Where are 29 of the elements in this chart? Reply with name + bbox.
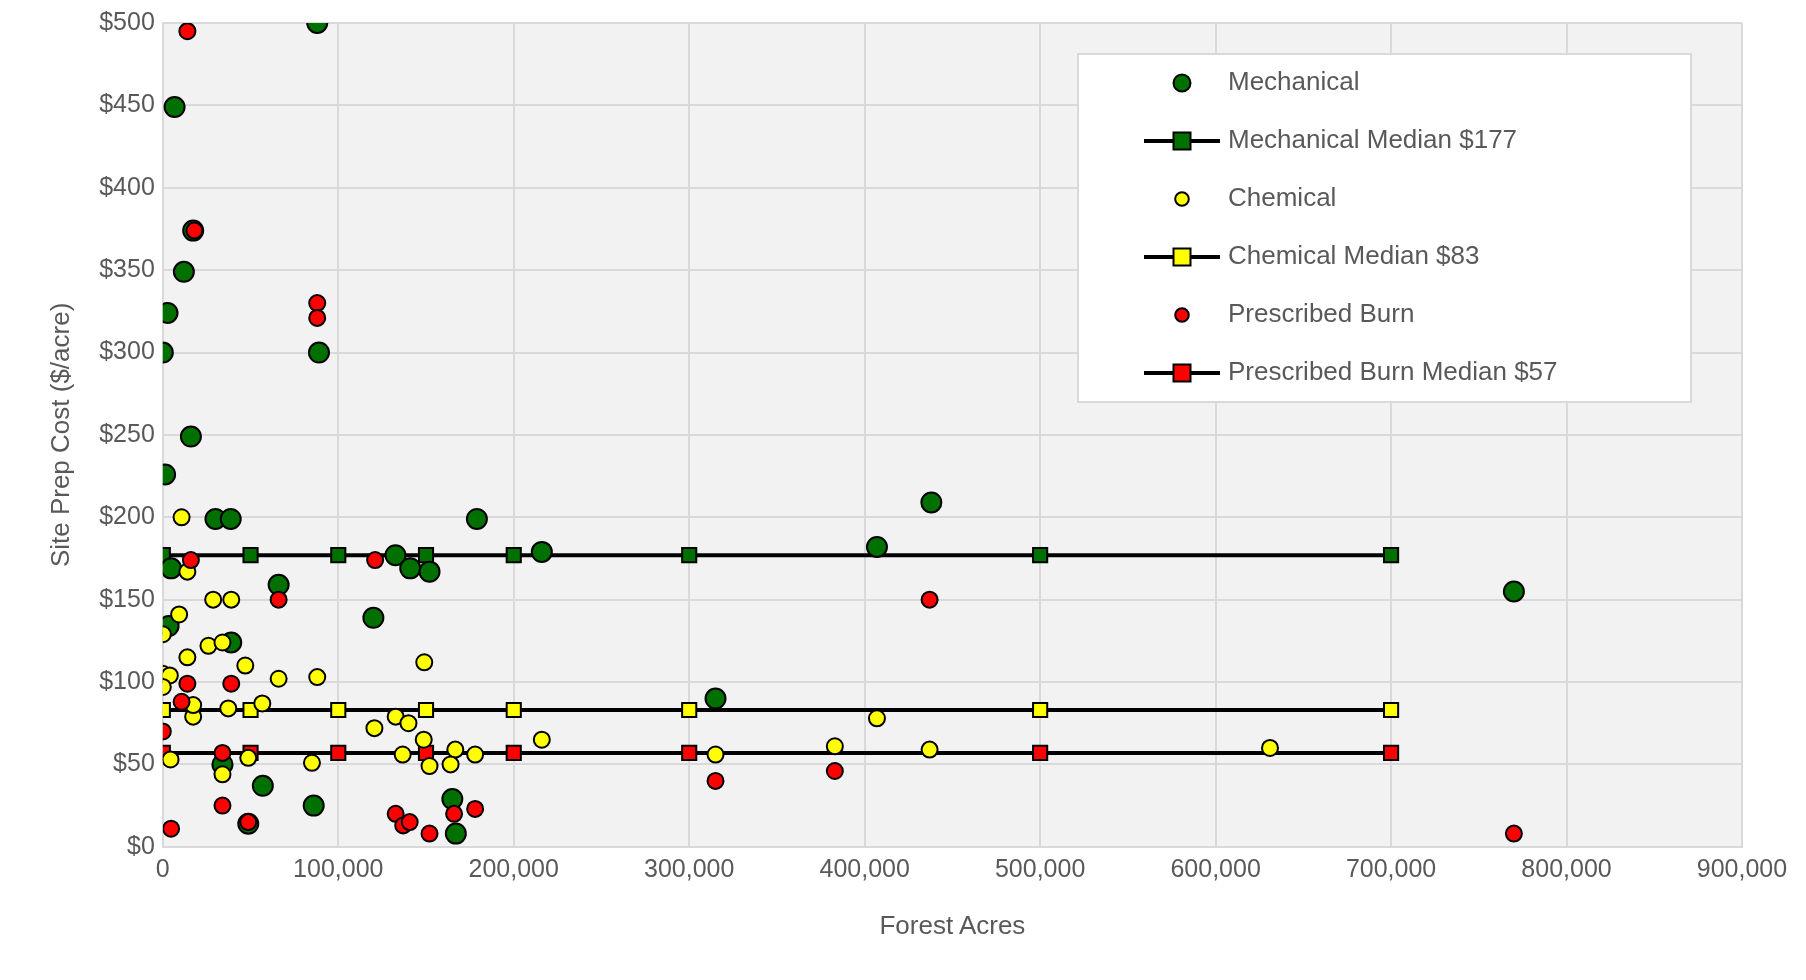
y-axis-title: Site Prep Cost ($/acre) xyxy=(44,302,75,568)
y-tick-label: $400 xyxy=(99,171,155,200)
x-tick-label: 800,000 xyxy=(1521,853,1612,882)
legend-label: Mechanical Median $177 xyxy=(1228,124,1518,155)
y-tick-label: $150 xyxy=(99,583,155,612)
x-axis-title: Forest Acres xyxy=(879,909,1026,940)
x-tick-label: 100,000 xyxy=(293,853,384,882)
y-tick-label: $200 xyxy=(99,501,155,530)
legend-label: Chemical xyxy=(1228,182,1337,213)
y-tick-label: $300 xyxy=(99,336,155,365)
y-tick-label: $100 xyxy=(99,665,155,694)
x-tick-label: 400,000 xyxy=(819,853,910,882)
legend-label: Prescribed Burn xyxy=(1228,298,1415,329)
legend-label: Chemical Median $83 xyxy=(1228,240,1480,271)
y-tick-label: $50 xyxy=(113,748,155,777)
y-tick-label: $250 xyxy=(99,418,155,447)
x-tick-label: 600,000 xyxy=(1170,853,1261,882)
x-tick-label: 0 xyxy=(155,853,170,882)
x-tick-label: 700,000 xyxy=(1345,853,1437,882)
legend-label: Prescribed Burn Median $57 xyxy=(1228,356,1558,387)
y-tick-label: $450 xyxy=(99,89,155,118)
legend-label: Mechanical xyxy=(1228,66,1360,97)
y-tick-label: $350 xyxy=(99,254,155,283)
x-tick-label: 500,000 xyxy=(994,853,1086,882)
x-tick-label: 200,000 xyxy=(468,853,559,882)
x-tick-label: 900,000 xyxy=(1696,853,1788,882)
x-tick-label: 300,000 xyxy=(644,853,735,882)
y-tick-label: $0 xyxy=(127,830,155,859)
y-tick-label: $500 xyxy=(99,6,155,35)
